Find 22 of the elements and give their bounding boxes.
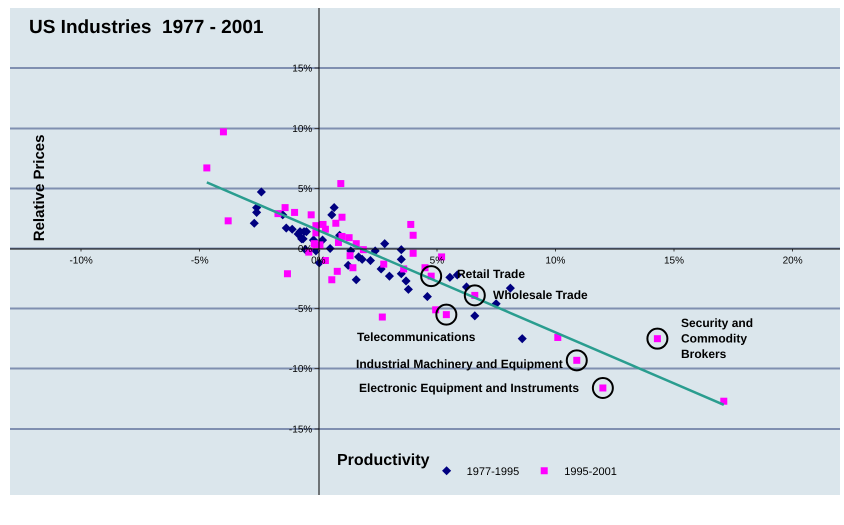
y-tick-label: 15% [292, 64, 312, 75]
x-axis-title: Productivity [337, 452, 430, 469]
y-axis-title: Relative Prices [30, 134, 48, 242]
x-tick-label: -5% [190, 255, 209, 266]
x-tick-label: -10% [69, 255, 93, 266]
legend-label: 1995-2001 [564, 466, 617, 478]
annotation: Telecommunications [357, 330, 476, 344]
y-tick-label: -5% [294, 304, 312, 316]
annotation: Industrial Machinery and Equipment [356, 357, 563, 371]
text: US Industries 1977 - 2001 [29, 17, 264, 38]
y-tick-label: 5% [298, 184, 312, 195]
annotation: Electronic Equipment and Instruments [359, 381, 580, 395]
x-tick-label: 10% [545, 255, 566, 266]
annotation: Wholesale Trade [493, 288, 588, 302]
x-tick-label: 5% [430, 255, 444, 266]
y-tick-label: -10% [288, 364, 312, 376]
x-tick-label: 20% [782, 255, 803, 266]
y-tick-label: -15% [288, 424, 312, 436]
y-tick-label: 10% [292, 124, 312, 135]
annotation: Security and Commodity Brokers [681, 316, 754, 362]
legend-label: 1977-1995 [466, 466, 520, 478]
x-tick-label: 15% [664, 255, 684, 266]
